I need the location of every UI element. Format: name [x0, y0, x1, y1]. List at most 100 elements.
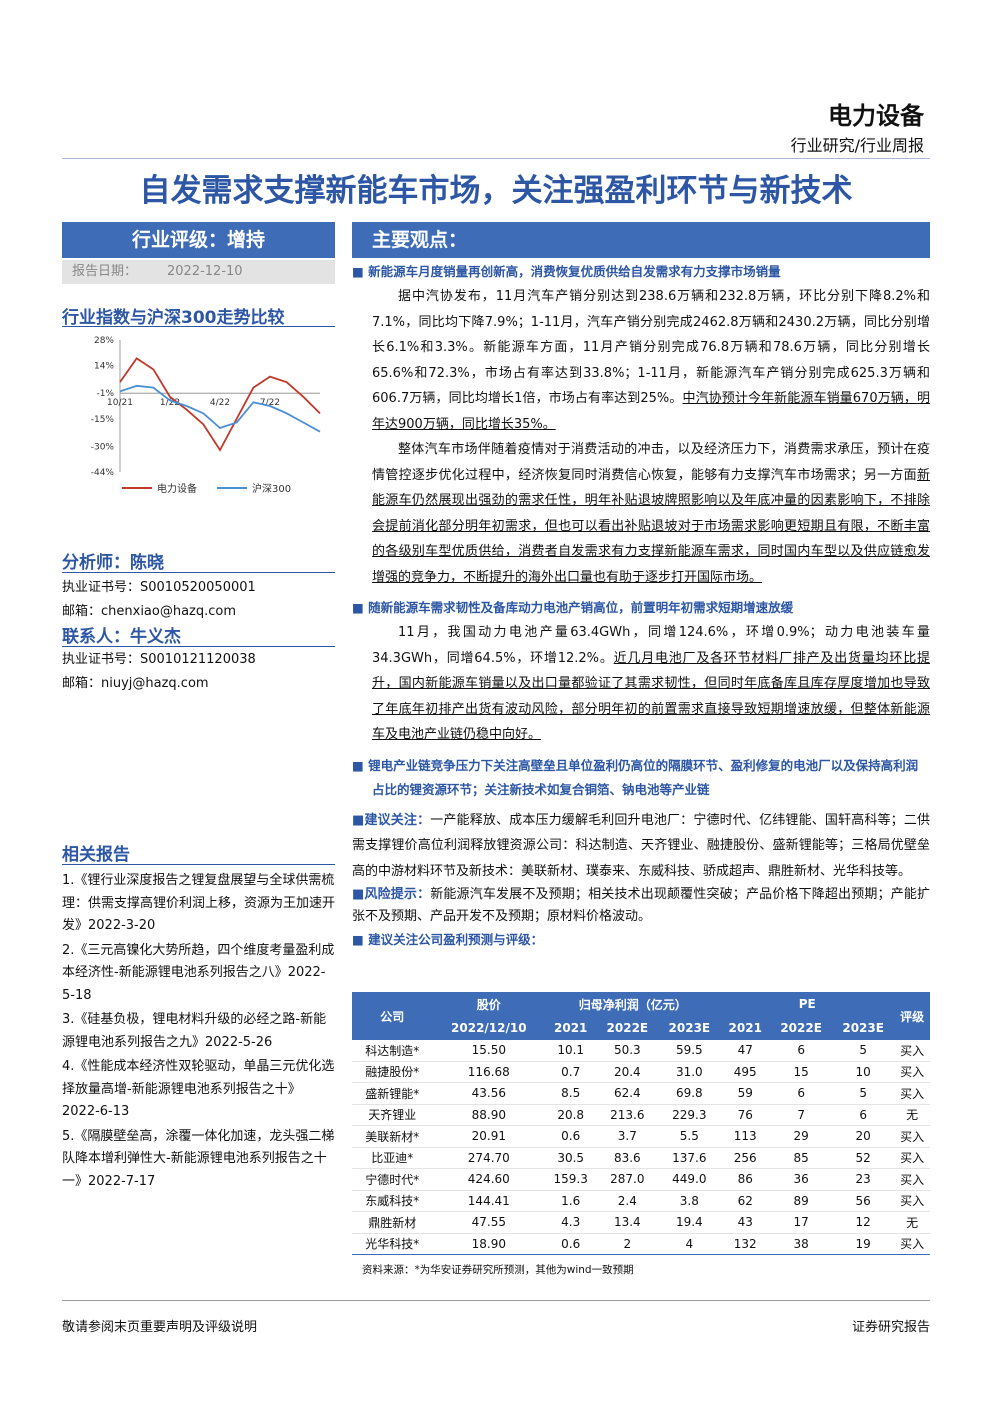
- date-row: 报告日期： 2022-12-10: [62, 260, 335, 284]
- header-cell: 评级: [894, 992, 930, 1040]
- header-row: 2022/12/10 2021 2022E 2023E 2021 2022E 2023E: [352, 1016, 930, 1040]
- cell: 132: [733, 1236, 757, 1251]
- table-row: 东威科技* 144.41 1.6 2.4 3.8 62 89 56 买入: [352, 1190, 930, 1212]
- cell: 19.4: [675, 1215, 703, 1230]
- sector: 电力设备: [828, 102, 924, 130]
- cell: 0.7: [561, 1064, 581, 1079]
- header-cell: 2022E: [770, 1016, 833, 1040]
- cell: 83.6: [613, 1150, 641, 1165]
- cell: 15.50: [471, 1043, 506, 1058]
- paragraph: 11月，我国动力电池产量63.4GWh，同增124.6%，环增0.9%；动力电池…: [372, 620, 930, 748]
- table-body: 科达制造* 15.50 10.1 50.3 59.5 47 6 5 买入 融捷股份* 116.68 0…: [352, 1040, 930, 1255]
- y-tick-label: 14%: [94, 362, 114, 372]
- contact-info: 执业证书号：S0010121120038 邮箱：niuyj@hazq.com: [62, 648, 256, 696]
- index-chart: 28% 14% -1% -15% -30% -44% 10/21 1/22 4/22 7/22 电力…: [91, 336, 321, 495]
- cell: 137.6: [672, 1150, 707, 1165]
- source: 资料来源：*为华安证券研究所预测，其他为wind一致预期: [362, 1264, 634, 1276]
- text: 11月，我国动力电池产量63.4GWh，同增124.6%，环增0.9%；动力电池…: [372, 625, 930, 666]
- text: 建议关注公司盈利预测与评级：: [368, 932, 544, 947]
- cell: 287.0: [610, 1172, 645, 1187]
- cell: 美联新材*: [365, 1129, 420, 1144]
- cell: 3.8: [679, 1193, 699, 1208]
- cell: 47: [737, 1043, 753, 1058]
- cell: 买入: [900, 1129, 925, 1144]
- cell: 科达制造*: [365, 1043, 420, 1058]
- rule: [62, 158, 930, 159]
- x-tick-label: 1/22: [160, 398, 180, 408]
- cell: 43: [737, 1215, 753, 1230]
- text: 一产能释放、成本压力缓解毛利回升电池厂：宁德时代、亿纬锂能、国轩高科等；二供需支…: [352, 812, 930, 879]
- table-row: 美联新材* 20.91 0.6 3.7 5.5 113 29 20 买入: [352, 1126, 930, 1147]
- cell: 20.8: [557, 1107, 585, 1122]
- y-tick-label: -15%: [91, 415, 115, 425]
- cell: 1.6: [561, 1193, 581, 1208]
- x-tick-label: 7/22: [260, 398, 280, 408]
- cell: 85: [793, 1150, 809, 1165]
- cell: 5: [859, 1043, 867, 1058]
- cell: 88.90: [471, 1107, 506, 1122]
- cell: 20.4: [613, 1064, 641, 1079]
- cell: 3.7: [617, 1129, 637, 1144]
- cell: 6: [859, 1107, 867, 1122]
- cell: 东威科技*: [365, 1194, 420, 1209]
- bullet-text: 锂电产业链竞争压力下关注高壁垒且单位盈利仍高位的隔膜环节、盈利修复的电池厂以及保…: [368, 757, 919, 797]
- rule: [62, 864, 335, 865]
- cell: 融捷股份*: [365, 1065, 420, 1080]
- y-tick-label: 28%: [94, 336, 114, 346]
- cell: 6: [797, 1043, 805, 1058]
- rule: [62, 646, 335, 647]
- cell: 86: [737, 1172, 753, 1187]
- y-tick-label: -44%: [91, 468, 115, 478]
- cell: 59.5: [675, 1043, 703, 1058]
- cell: 56: [855, 1193, 871, 1208]
- cell: 256: [733, 1150, 757, 1165]
- rule: [62, 326, 335, 327]
- table-row: 融捷股份* 116.68 0.7 20.4 31.0 495 15 10 买入: [352, 1061, 930, 1083]
- cell: 23: [855, 1172, 871, 1187]
- table-row: 科达制造* 15.50 10.1 50.3 59.5 47 6 5 买入: [352, 1040, 930, 1061]
- cert: 执业证书号：S0010121120038: [62, 652, 256, 667]
- rating: 行业评级：增持: [62, 222, 335, 258]
- header-cell: 2023E: [658, 1016, 721, 1040]
- cell: 5.5: [679, 1129, 699, 1144]
- cell: 买入: [900, 1172, 925, 1187]
- cell: 买入: [900, 1086, 925, 1101]
- x-tick-label: 4/22: [210, 398, 230, 408]
- cell: 4: [685, 1236, 694, 1251]
- email: 邮箱：niuyj@hazq.com: [62, 676, 209, 691]
- cell: 47.55: [471, 1215, 506, 1230]
- cell: 0.6: [561, 1129, 581, 1144]
- related-item: 2.《三元高镍化大势所趋，四个维度考量盈利成本经济性-新能源锂电池系列报告之八》…: [62, 942, 335, 1003]
- cell: 盛新锂能*: [365, 1086, 420, 1101]
- cell: 18.90: [471, 1236, 506, 1251]
- x-tick-label: 10/21: [107, 398, 133, 408]
- contact: 联系人：牛义杰: [62, 627, 181, 647]
- series-line: [119, 384, 321, 433]
- rule: [62, 1300, 930, 1301]
- related-item: 5.《隔膜壁垒高，涂覆一体化加速，龙头强二梯队降本增利弹性大-新能源锂电池系列报…: [62, 1128, 335, 1189]
- rule: [62, 572, 335, 573]
- table-row: 鼎胜新材 47.55 4.3 13.4 19.4 43 17 12 无: [352, 1212, 930, 1233]
- y-tick-label: -1%: [96, 389, 114, 399]
- cert: 执业证书号：S0010520050001: [62, 580, 256, 595]
- main-body: ■ 新能源车月度销量再创新高，消费恢复优质供给自发需求有力支撑市场销量 据中汽协…: [352, 260, 930, 952]
- cell: 10.1: [557, 1043, 585, 1058]
- related-title: 相关报告: [62, 845, 130, 865]
- cell: 鼎胜新材: [368, 1215, 417, 1230]
- cell: 8.5: [561, 1086, 581, 1101]
- related-list: 1.《锂行业深度报告之锂复盘展望与全球供需梳理：供需支撑高锂价利润上移，资源为王…: [62, 870, 335, 1195]
- cell: 比亚迪*: [371, 1151, 414, 1166]
- bullet: ■ 锂电产业链竞争压力下关注高壁垒且单位盈利仍高位的隔膜环节、盈利修复的电池厂以…: [352, 757, 919, 797]
- date: 2022-12-10: [167, 264, 243, 279]
- cell: 43.56: [471, 1086, 506, 1101]
- header-cell: 2021: [720, 1016, 771, 1040]
- cell: 19: [855, 1236, 871, 1251]
- bullet-text: 新能源车月度销量再创新高，消费恢复优质供给自发需求有力支撑市场销量: [368, 264, 781, 279]
- legend-label: 沪深300: [252, 482, 291, 495]
- cell: 20: [855, 1129, 871, 1144]
- cell: 449.0: [672, 1172, 707, 1187]
- cell: 2.4: [617, 1193, 637, 1208]
- cell: 2: [623, 1236, 632, 1251]
- cell: 36: [793, 1172, 809, 1187]
- cell: 30.5: [557, 1150, 585, 1165]
